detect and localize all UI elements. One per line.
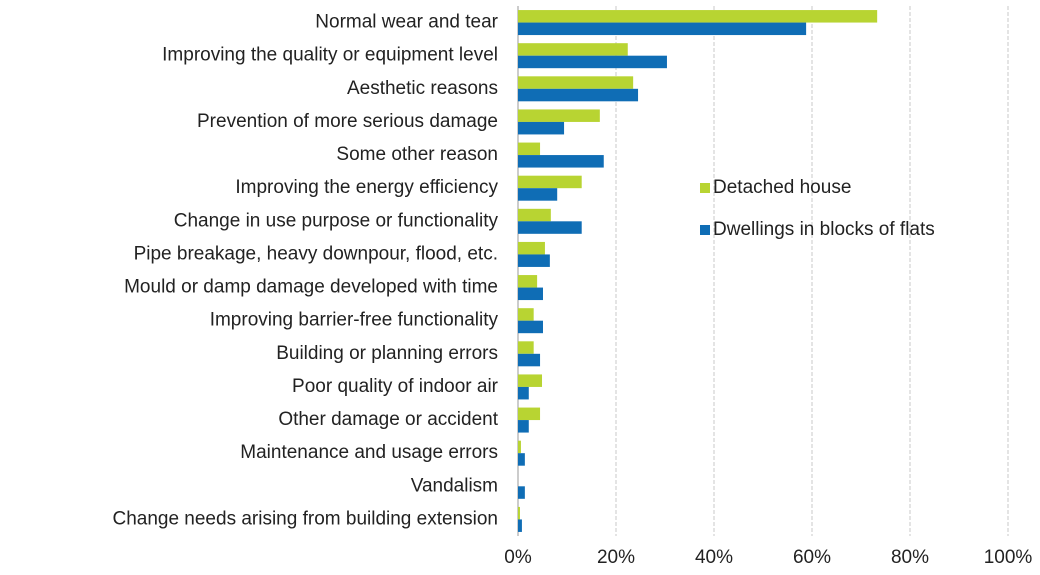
bar: [518, 407, 541, 421]
bar: [518, 121, 565, 135]
y-tick-label: Change needs arising from building exten…: [112, 508, 498, 529]
bar: [518, 486, 525, 499]
bar: [518, 275, 538, 288]
y-tick-label: Prevention of more serious damage: [197, 111, 498, 132]
legend-label: Detached house: [713, 177, 851, 198]
x-tick-label: 60%: [793, 547, 831, 568]
x-tick-label: 0%: [504, 547, 532, 568]
y-tick-label: Poor quality of indoor air: [292, 376, 499, 397]
bar: [518, 386, 529, 400]
y-tick-label: Improving the energy efficiency: [235, 177, 498, 198]
legend-swatch: [700, 225, 710, 235]
bar: [518, 55, 667, 69]
y-tick-label: Aesthetic reasons: [347, 78, 498, 99]
bar: [518, 374, 543, 387]
bar: [518, 254, 550, 267]
bar: [518, 76, 634, 89]
bar: [518, 88, 639, 102]
bar: [518, 353, 541, 367]
bar: [518, 420, 529, 433]
bar: [518, 43, 628, 56]
y-tick-label: Mould or damp damage developed with time: [124, 277, 498, 298]
bar: [518, 341, 534, 354]
y-tick-label: Normal wear and tear: [315, 12, 498, 33]
y-tick-label: Other damage or accident: [278, 409, 498, 430]
bar: [518, 188, 558, 201]
x-tick-label: 80%: [891, 547, 929, 568]
bar: [518, 10, 878, 23]
bar: [518, 308, 534, 321]
bar: [518, 519, 522, 532]
y-tick-label: Maintenance and usage errors: [240, 442, 498, 463]
x-tick-label: 40%: [695, 547, 733, 568]
bar: [518, 320, 543, 334]
bar: [518, 241, 545, 255]
bar: [518, 440, 521, 454]
y-tick-label: Vandalism: [411, 475, 498, 496]
bar: [518, 155, 604, 168]
y-tick-label: Improving barrier-free functionality: [210, 310, 499, 331]
bar: [518, 208, 551, 222]
bar: [518, 506, 520, 520]
bar: [518, 175, 582, 189]
bar: [518, 109, 600, 122]
x-tick-label: 100%: [984, 547, 1033, 568]
legend-label: Dwellings in blocks of flats: [713, 219, 935, 240]
bar: [518, 221, 582, 234]
y-tick-label: Change in use purpose or functionality: [174, 210, 499, 231]
x-tick-label: 20%: [597, 547, 635, 568]
bar: [518, 142, 541, 156]
y-tick-label: Improving the quality or equipment level: [162, 45, 498, 66]
bar: [518, 287, 543, 301]
y-tick-label: Building or planning errors: [276, 343, 498, 364]
y-tick-label: Pipe breakage, heavy downpour, flood, et…: [134, 243, 498, 264]
bar: [518, 453, 525, 466]
bar: [518, 22, 807, 36]
y-tick-label: Some other reason: [336, 144, 498, 165]
legend-swatch: [700, 183, 710, 193]
